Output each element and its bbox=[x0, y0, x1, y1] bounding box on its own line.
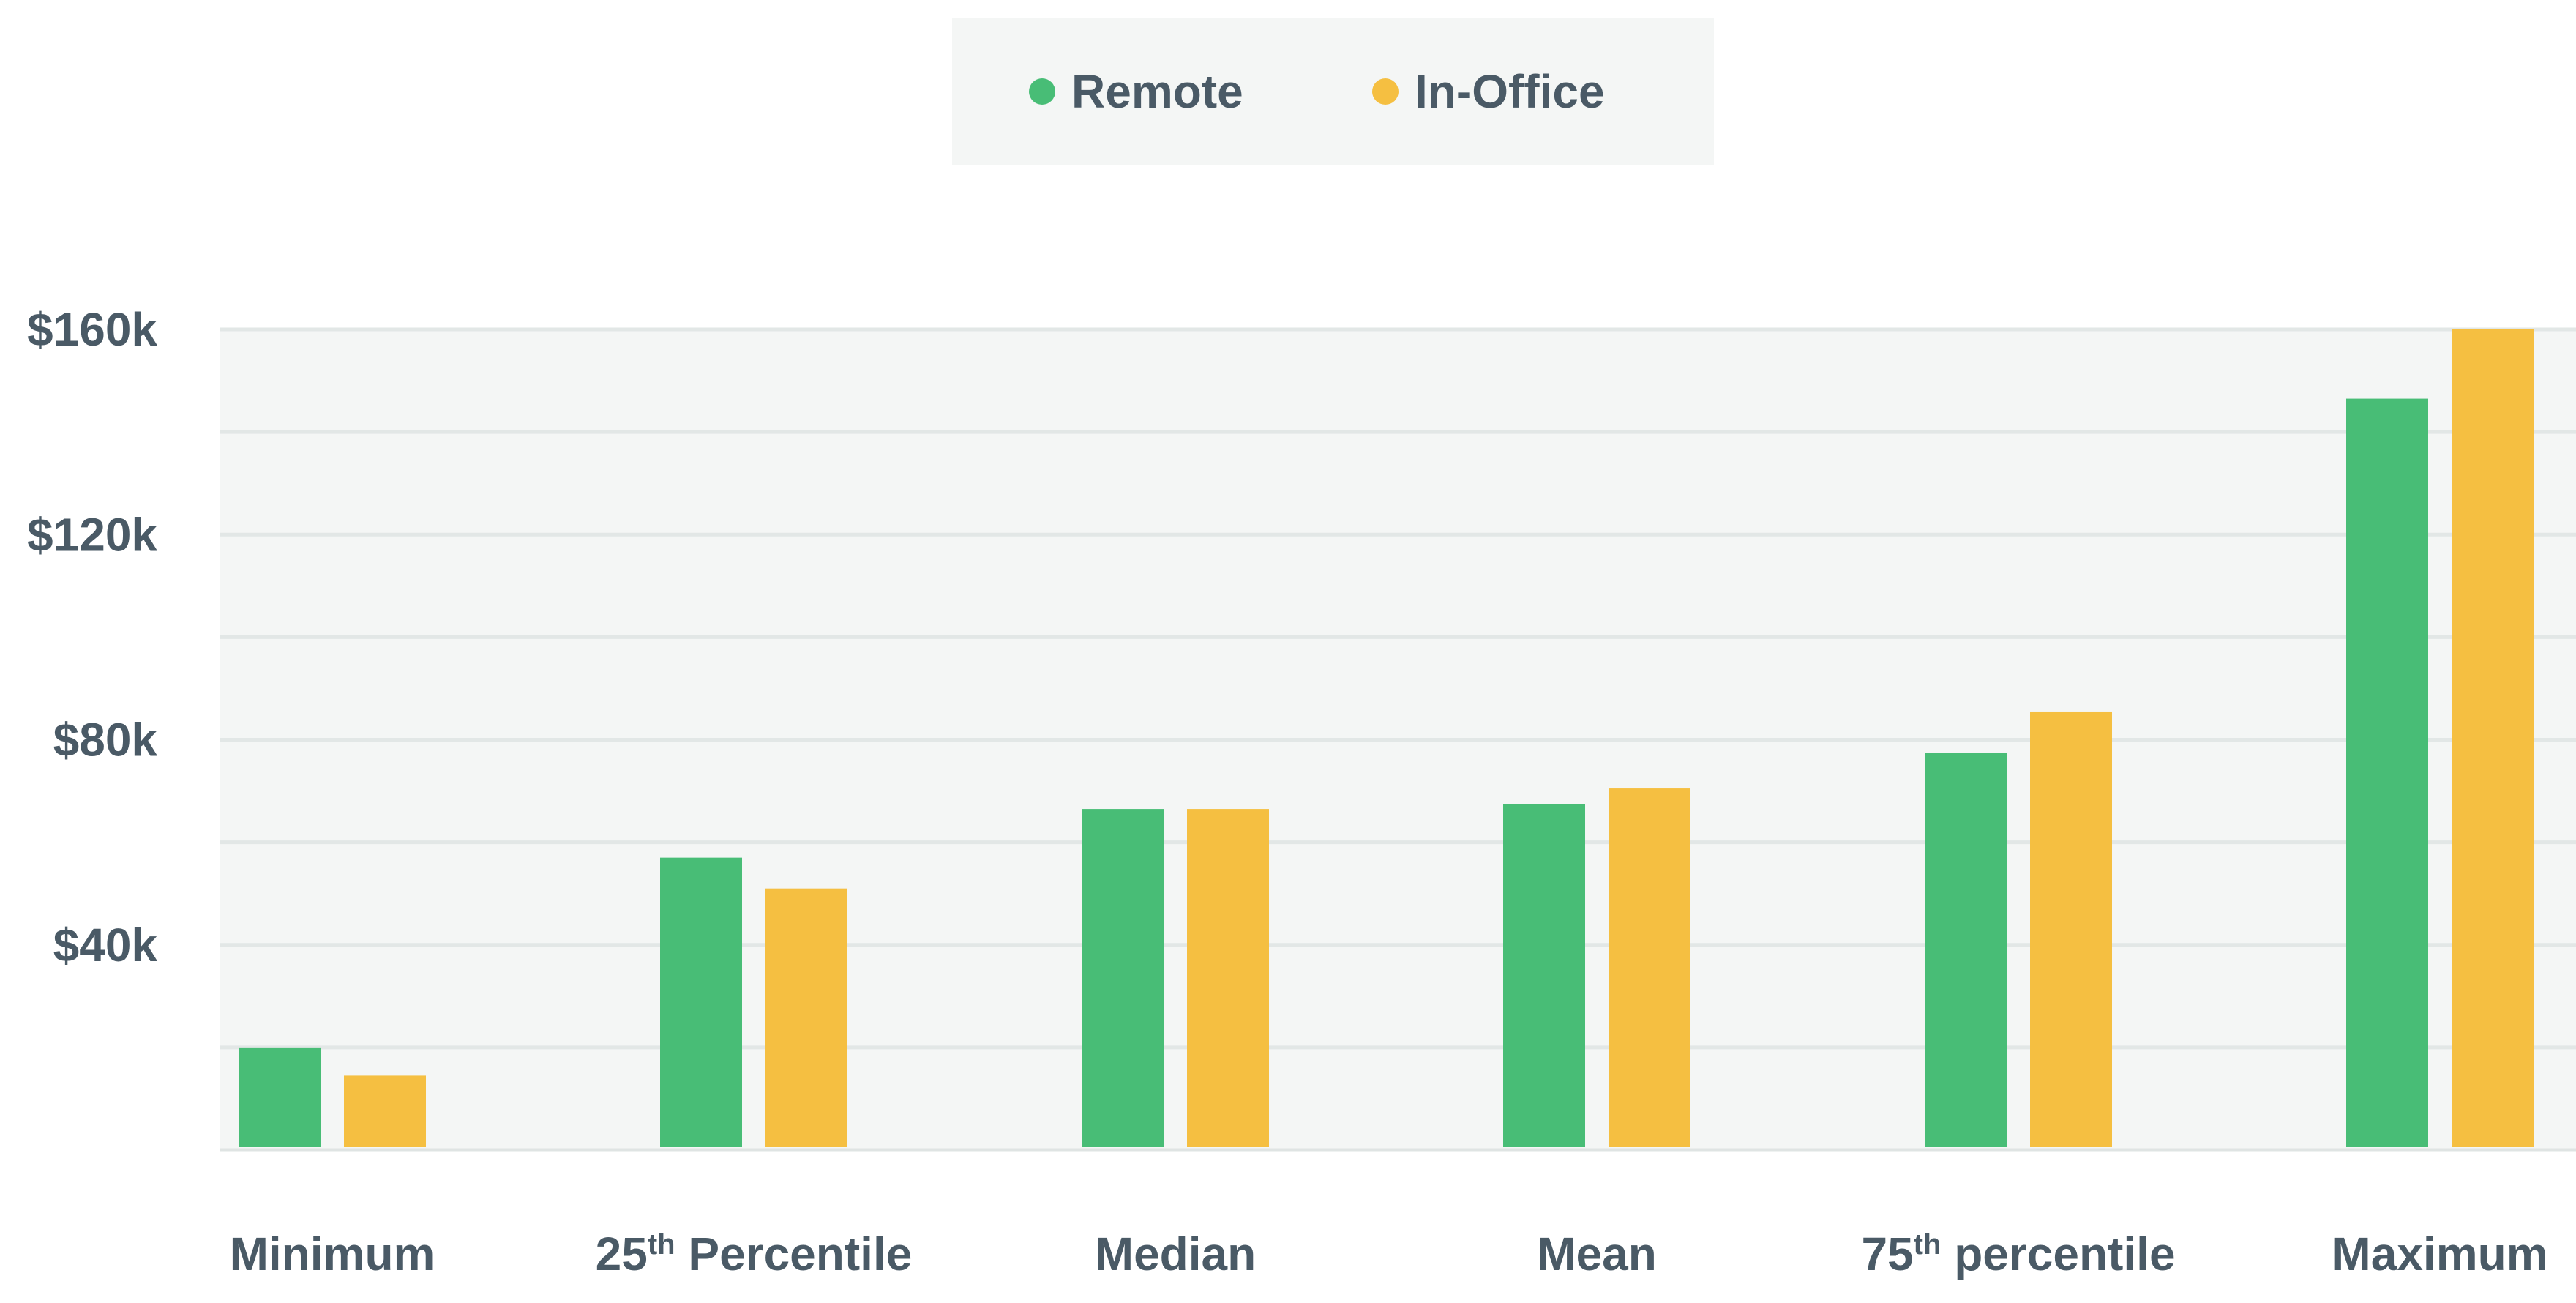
x-category-label: Minimum bbox=[230, 1228, 435, 1280]
bar-remote bbox=[2346, 398, 2428, 1147]
bar-in-office bbox=[1609, 788, 1690, 1147]
legend-label-remote: Remote bbox=[1071, 65, 1243, 118]
bar-remote bbox=[660, 857, 742, 1147]
bar-remote bbox=[1082, 809, 1164, 1147]
category-label-superscript: th bbox=[648, 1228, 675, 1261]
y-tick-label: $40k bbox=[53, 919, 158, 971]
category-label-text: Median bbox=[1095, 1228, 1256, 1280]
bar-in-office bbox=[1187, 809, 1269, 1147]
y-tick-label: $80k bbox=[53, 714, 158, 766]
remote-dot-icon bbox=[1029, 78, 1055, 105]
bar-remote bbox=[1925, 753, 2007, 1147]
category-label-text: Minimum bbox=[230, 1228, 435, 1280]
x-axis-category-labels: Minimum 25th Percentile Median Mean 75th per… bbox=[230, 1228, 2548, 1280]
legend-item-remote: Remote bbox=[1029, 18, 1243, 165]
x-category-label: Maximum bbox=[2332, 1228, 2547, 1280]
x-category-label: 25th Percentile bbox=[596, 1228, 913, 1280]
bar-in-office bbox=[344, 1075, 426, 1147]
legend-item-in-office: In-Office bbox=[1372, 18, 1605, 165]
legend-label-in-office: In-Office bbox=[1415, 65, 1605, 118]
bar-in-office bbox=[2030, 711, 2112, 1147]
bar-in-office bbox=[2452, 329, 2534, 1147]
x-category-label: Mean bbox=[1537, 1228, 1657, 1280]
legend: Remote In-Office bbox=[952, 18, 1714, 165]
category-label-text: 75 bbox=[1861, 1228, 1913, 1280]
category-label-text: Mean bbox=[1537, 1228, 1657, 1280]
category-label-text: Percentile bbox=[675, 1228, 913, 1280]
bar-in-office bbox=[765, 888, 847, 1147]
bars bbox=[239, 329, 2534, 1147]
y-tick-label: $120k bbox=[27, 508, 157, 561]
bar-remote bbox=[1503, 804, 1585, 1147]
category-label-text: percentile bbox=[1941, 1228, 2175, 1280]
category-label-text: 25 bbox=[596, 1228, 648, 1280]
in-office-dot-icon bbox=[1372, 78, 1399, 105]
category-label-superscript: th bbox=[1914, 1228, 1942, 1261]
y-axis-tick-labels: $40k $80k $120k $160k bbox=[27, 303, 157, 971]
bar-remote bbox=[239, 1047, 321, 1147]
x-category-label: Median bbox=[1095, 1228, 1256, 1280]
x-category-label: 75th percentile bbox=[1861, 1228, 2175, 1280]
category-label-text: Maximum bbox=[2332, 1228, 2547, 1280]
y-tick-label: $160k bbox=[27, 303, 157, 356]
gridlines bbox=[220, 327, 2576, 1050]
